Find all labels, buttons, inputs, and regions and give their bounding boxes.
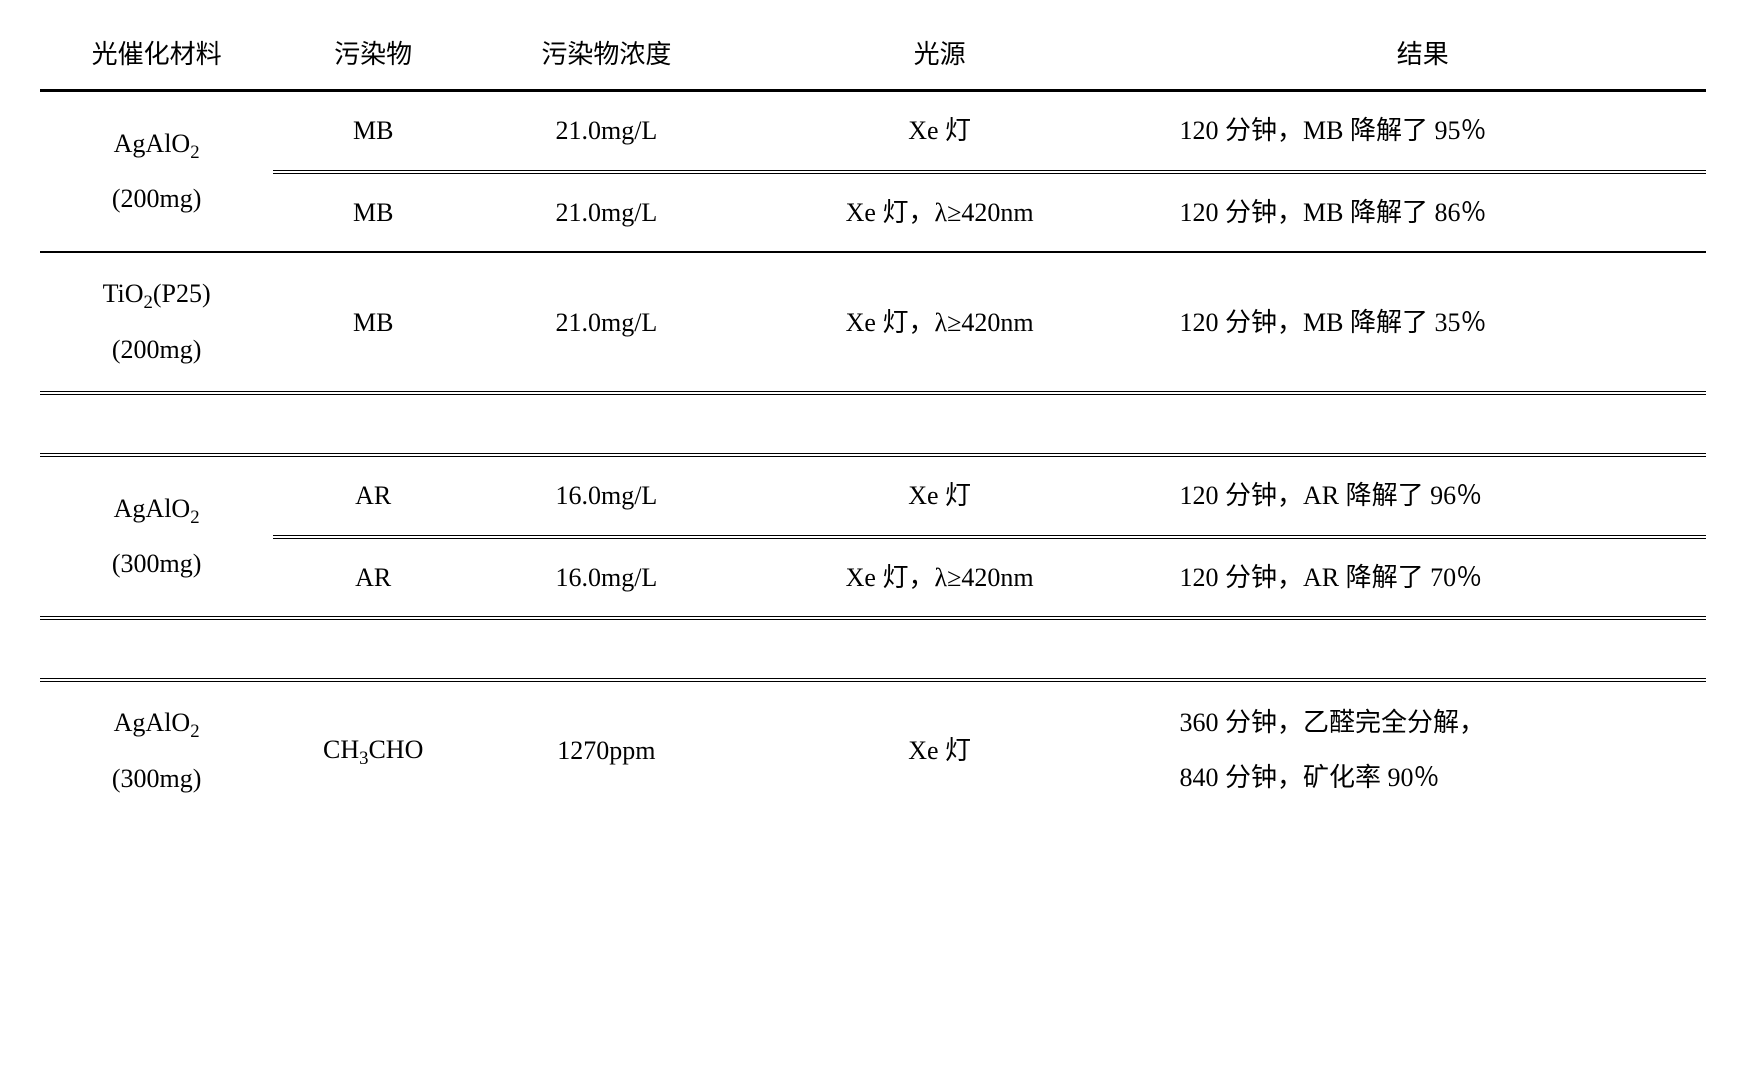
col-header-lightsource: 光源	[740, 30, 1140, 91]
cell-lightsource: Xe 灯	[740, 455, 1140, 536]
cell-lightsource: Xe 灯，λ≥420nm	[740, 252, 1140, 393]
cell-lightsource: Xe 灯，λ≥420nm	[740, 537, 1140, 618]
cell-result: 120 分钟，MB 降解了 86％	[1140, 172, 1706, 252]
material-name: TiO	[103, 279, 144, 308]
material-sub: 2	[190, 142, 199, 163]
table-row: AgAlO2 (200mg) MB 21.0mg/L Xe 灯 120 分钟，M…	[40, 91, 1706, 172]
material-amount: (300mg)	[112, 764, 202, 793]
cell-pollutant: MB	[273, 172, 473, 252]
table-row: AR 16.0mg/L Xe 灯，λ≥420nm 120 分钟，AR 降解了 7…	[40, 537, 1706, 618]
photocatalysis-results-table: 光催化材料 污染物 污染物浓度 光源 结果 AgAlO2 (200mg) MB …	[40, 30, 1706, 820]
table-gap	[40, 618, 1706, 680]
col-header-concentration: 污染物浓度	[473, 30, 740, 91]
material-sub: 2	[190, 721, 199, 742]
cell-lightsource: Xe 灯，λ≥420nm	[740, 172, 1140, 252]
cell-concentration: 21.0mg/L	[473, 172, 740, 252]
cell-pollutant: AR	[273, 537, 473, 618]
cell-pollutant: MB	[273, 252, 473, 393]
cell-lightsource: Xe 灯	[740, 91, 1140, 172]
table-row: TiO2(P25) (200mg) MB 21.0mg/L Xe 灯，λ≥420…	[40, 252, 1706, 393]
cell-concentration: 1270ppm	[473, 680, 740, 820]
col-header-material: 光催化材料	[40, 30, 273, 91]
table-row: AgAlO2 (300mg) AR 16.0mg/L Xe 灯 120 分钟，A…	[40, 455, 1706, 536]
table-header-row: 光催化材料 污染物 污染物浓度 光源 结果	[40, 30, 1706, 91]
cell-material: AgAlO2 (300mg)	[40, 680, 273, 820]
col-header-result: 结果	[1140, 30, 1706, 91]
material-name: AgAlO	[114, 129, 191, 158]
material-suffix: (P25)	[153, 279, 211, 308]
col-header-pollutant: 污染物	[273, 30, 473, 91]
cell-material: TiO2(P25) (200mg)	[40, 252, 273, 393]
result-line2: 840 分钟，矿化率 90％	[1180, 763, 1440, 792]
cell-material: AgAlO2 (200mg)	[40, 91, 273, 252]
material-amount: (200mg)	[112, 335, 202, 364]
cell-result: 120 分钟，MB 降解了 35％	[1140, 252, 1706, 393]
material-name: AgAlO	[114, 708, 191, 737]
cell-lightsource: Xe 灯	[740, 680, 1140, 820]
cell-pollutant: AR	[273, 455, 473, 536]
material-amount: (300mg)	[112, 549, 202, 578]
cell-concentration: 21.0mg/L	[473, 91, 740, 172]
cell-result: 120 分钟，MB 降解了 95％	[1140, 91, 1706, 172]
material-name: AgAlO	[114, 494, 191, 523]
table-row: MB 21.0mg/L Xe 灯，λ≥420nm 120 分钟，MB 降解了 8…	[40, 172, 1706, 252]
cell-result: 360 分钟，乙醛完全分解， 840 分钟，矿化率 90％	[1140, 680, 1706, 820]
result-line1: 360 分钟，乙醛完全分解，	[1180, 708, 1486, 737]
cell-concentration: 16.0mg/L	[473, 537, 740, 618]
table-row: AgAlO2 (300mg) CH3CHO 1270ppm Xe 灯 360 分…	[40, 680, 1706, 820]
cell-pollutant: CH3CHO	[273, 680, 473, 820]
cell-concentration: 16.0mg/L	[473, 455, 740, 536]
table-gap	[40, 393, 1706, 455]
cell-material: AgAlO2 (300mg)	[40, 455, 273, 618]
material-amount: (200mg)	[112, 184, 202, 213]
cell-result: 120 分钟，AR 降解了 70％	[1140, 537, 1706, 618]
cell-result: 120 分钟，AR 降解了 96％	[1140, 455, 1706, 536]
material-sub: 2	[190, 507, 199, 528]
cell-pollutant: MB	[273, 91, 473, 172]
cell-concentration: 21.0mg/L	[473, 252, 740, 393]
material-sub: 2	[144, 292, 153, 313]
